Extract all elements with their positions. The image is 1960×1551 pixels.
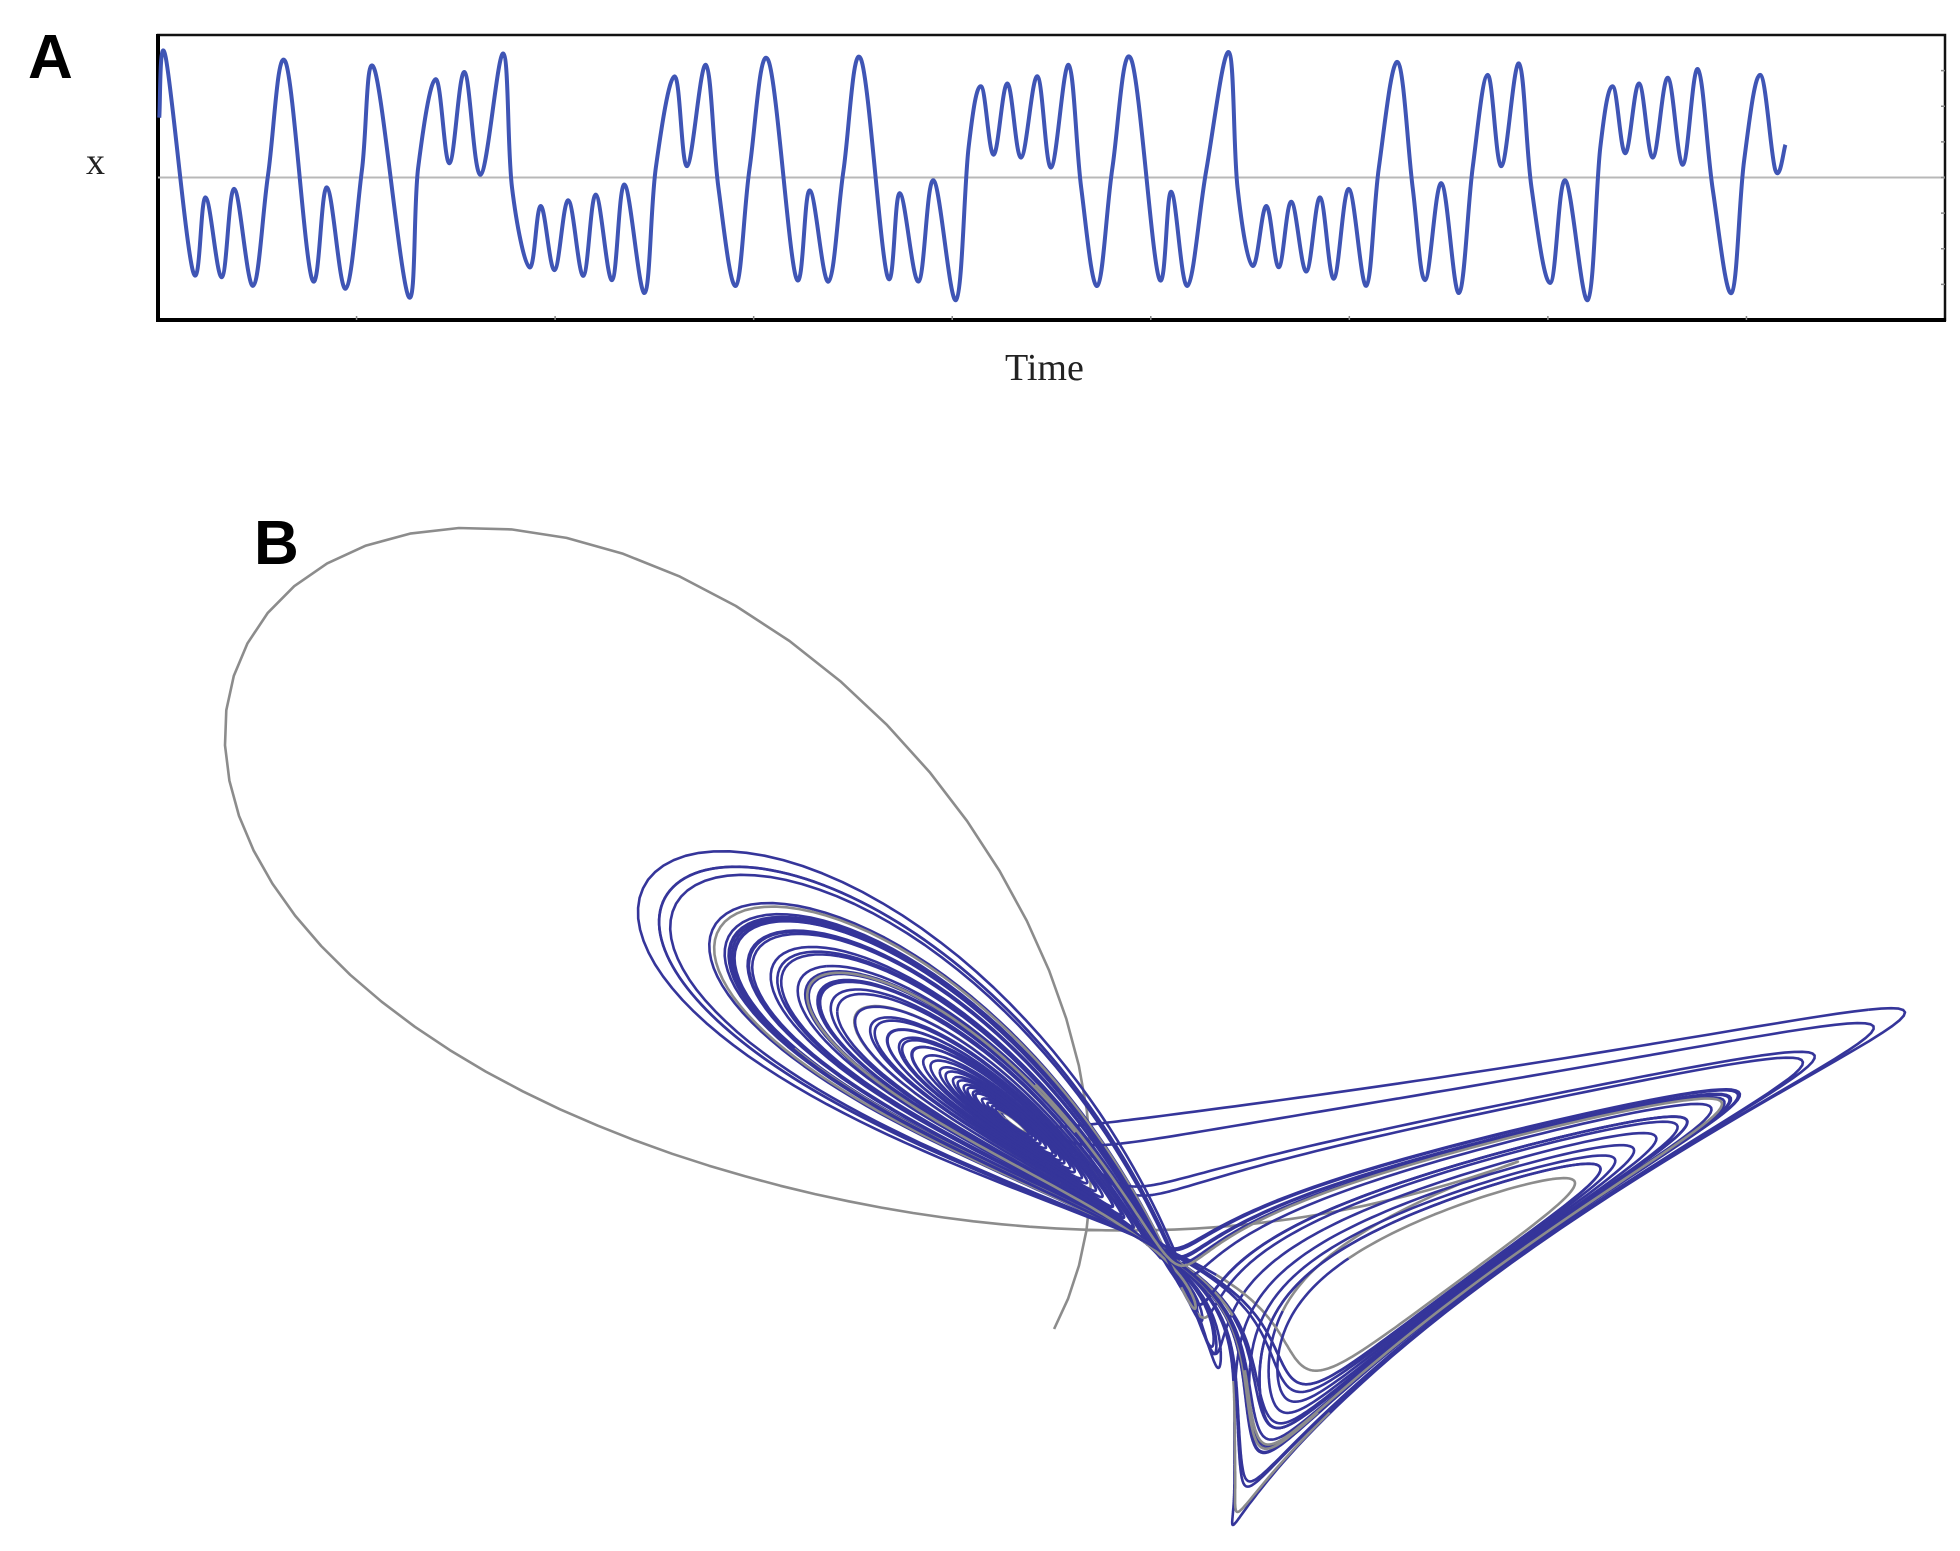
trajectory-segment: [873, 1019, 1123, 1217]
trajectory-segment: [223, 526, 1520, 1330]
panel-a-label: A: [28, 23, 73, 92]
trajectory-segment: [636, 850, 1223, 1370]
trajectory-segment: [911, 1045, 1384, 1188]
trajectory-segment: [938, 1066, 1077, 1174]
trajectory-segment: [980, 1097, 1042, 1145]
trajectory-segment: [1276, 1143, 1636, 1403]
trajectory-segment: [727, 915, 1247, 1371]
trajectory-segment: [886, 1028, 1114, 1208]
trajectory-segment: [1034, 1083, 1250, 1267]
trajectory-segment: [1267, 1131, 1658, 1415]
series-line-x: [157, 48, 1788, 303]
y-axis-label: x: [86, 141, 105, 183]
trajectory-segment: [1258, 1115, 1689, 1430]
trajectory-segment: [1248, 1154, 1617, 1394]
panel-b-label: B: [254, 509, 299, 578]
trajectory-segment: [1232, 1381, 1331, 1514]
time-series-chart: [156, 33, 1947, 322]
trajectory-segment: [668, 873, 1292, 1390]
trajectory-segment: [1243, 1097, 1724, 1446]
trajectory-segment: [1235, 1050, 1816, 1488]
trajectory-segment: [657, 865, 1284, 1365]
trajectory-segment: [805, 971, 1197, 1311]
trajectory-segment: [900, 1038, 1104, 1199]
trajectory-segment: [967, 1083, 1058, 1158]
trajectory-segment: [1262, 1162, 1602, 1386]
trajectory-segment: [1000, 1008, 1869, 1129]
trajectory-segment: [953, 1075, 1066, 1165]
trajectory-segment: [1230, 1006, 1907, 1527]
trajectory-segment: [921, 1054, 1089, 1185]
x-axis-label: Time: [1005, 347, 1084, 389]
trajectory-segment: [853, 1005, 1135, 1229]
